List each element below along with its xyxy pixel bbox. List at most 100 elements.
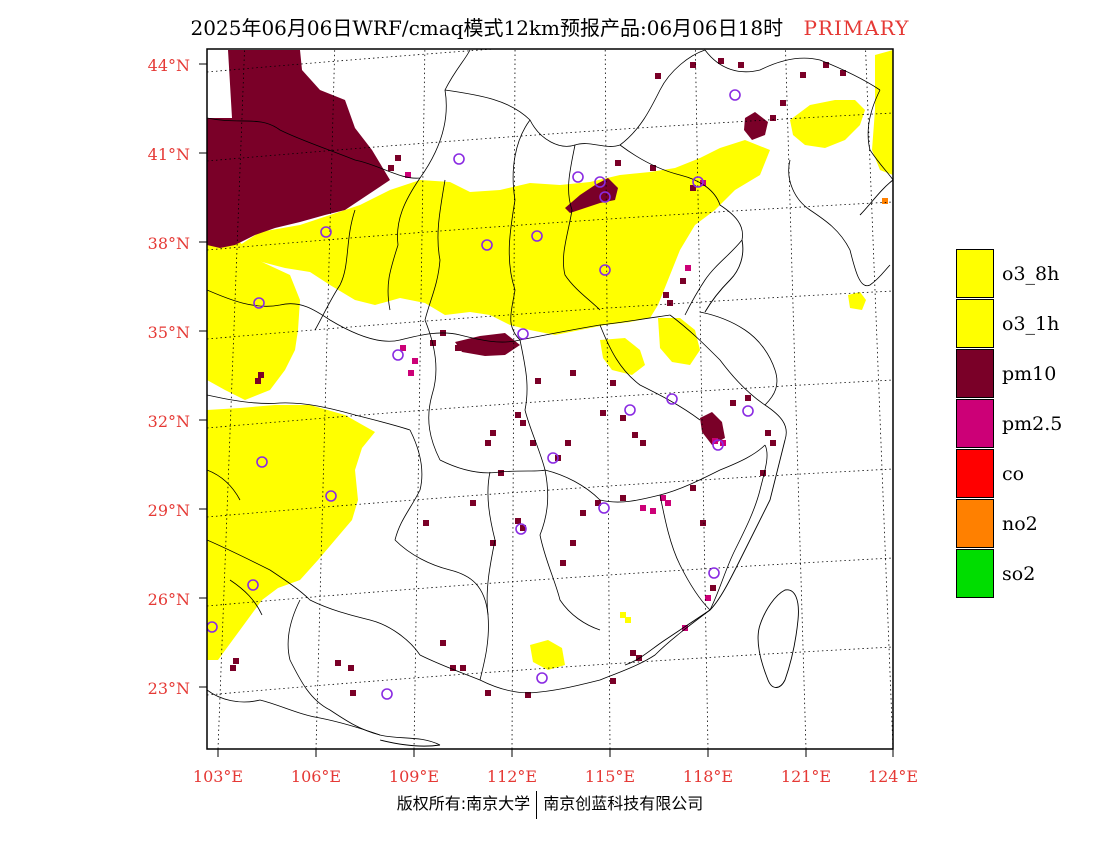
graticule-meridian xyxy=(694,49,709,749)
copyright-footer: 版权所有:南京大学 南京创蓝科技有限公司 xyxy=(0,790,1100,819)
graticule-meridian xyxy=(217,49,245,749)
exceedance-cell xyxy=(460,665,466,671)
lon-label-121: 121°E xyxy=(781,767,831,786)
exceedance-cell xyxy=(498,470,504,476)
exceedance-cell xyxy=(690,185,696,191)
graticule-parallel xyxy=(207,379,893,429)
exceedance-cell xyxy=(560,560,566,566)
legend-swatch-o3-1h xyxy=(956,299,994,348)
exceedance-cell xyxy=(255,378,261,384)
exceedance-cell xyxy=(745,395,751,401)
legend-swatch-pm25 xyxy=(956,399,994,448)
exceedance-cell xyxy=(625,617,631,623)
pm10-exceedance-regions xyxy=(207,50,768,445)
lon-label-124: 124°E xyxy=(868,767,918,786)
o3-region-henan-spot xyxy=(600,338,645,375)
exceedance-cell xyxy=(610,678,616,684)
exceedance-cell xyxy=(570,370,576,376)
exceedance-cell xyxy=(388,165,394,171)
exceedance-cell xyxy=(632,432,638,438)
city-station-marker xyxy=(392,349,404,361)
exceedance-cell xyxy=(595,500,601,506)
city-station-marker xyxy=(599,264,611,276)
exceedance-cell xyxy=(600,410,606,416)
exceedance-cell xyxy=(690,485,696,491)
exceedance-cell xyxy=(760,470,766,476)
graticule-meridian xyxy=(511,49,516,749)
legend-swatch-co xyxy=(956,449,994,498)
graticule-parallel xyxy=(207,468,893,518)
exceedance-cell xyxy=(525,692,531,698)
exceedance-cell xyxy=(430,340,436,346)
exceedance-cell xyxy=(290,510,296,516)
legend-swatch-pm10 xyxy=(956,349,994,398)
city-station-marker xyxy=(599,191,611,203)
city-station-marker xyxy=(547,452,559,464)
city-station-marker xyxy=(481,239,493,251)
exceedance-cell xyxy=(535,378,541,384)
lat-label-23: 23°N xyxy=(148,679,190,698)
exceedance-cell xyxy=(770,440,776,446)
exceedance-cell xyxy=(565,440,571,446)
lon-label-106: 106°E xyxy=(291,767,341,786)
o3-region-northeast xyxy=(790,100,865,148)
title-main: 2025年06月06日WRF/cmaq模式12km预报产品:06月06日18时 xyxy=(190,16,784,40)
exceedance-cell xyxy=(450,665,456,671)
exceedance-cell xyxy=(520,420,526,426)
legend-label-no2: no2 xyxy=(1002,513,1038,535)
exceedance-cell xyxy=(230,665,236,671)
exceedance-cell xyxy=(650,165,656,171)
exceedance-cell xyxy=(515,518,521,524)
legend-label-so2: so2 xyxy=(1002,563,1036,585)
map-title: 2025年06月06日WRF/cmaq模式12km预报产品:06月06日18时 … xyxy=(0,12,1100,41)
copyright-separator xyxy=(536,790,538,819)
legend-swatch-o3-8h xyxy=(956,249,994,298)
graticule-parallel xyxy=(207,201,893,251)
exceedance-cell xyxy=(348,665,354,671)
o3-region-north-china xyxy=(240,140,770,335)
exceedance-cell xyxy=(718,58,724,64)
exceedance-cell xyxy=(615,160,621,166)
exceedance-cell xyxy=(780,100,786,106)
exceedance-cell xyxy=(233,658,239,664)
city-station-marker xyxy=(381,688,393,700)
lat-label-29: 29°N xyxy=(148,501,190,520)
graticule-parallel xyxy=(207,112,893,162)
graticule xyxy=(207,49,893,749)
lon-label-112: 112°E xyxy=(487,767,537,786)
graticule-meridian xyxy=(413,49,426,749)
graticule-meridian xyxy=(785,49,807,749)
exceedance-cell xyxy=(765,430,771,436)
axis-ticks xyxy=(199,63,894,757)
city-station-marker xyxy=(572,171,584,183)
city-station-markers xyxy=(207,89,754,700)
city-station-marker xyxy=(729,89,741,101)
exceedance-cell xyxy=(335,660,341,666)
graticule-meridian xyxy=(604,49,611,749)
pm10-region-shaanxi xyxy=(455,333,520,356)
lon-label-115: 115°E xyxy=(585,767,635,786)
exceedance-cell xyxy=(455,345,461,351)
city-station-marker xyxy=(598,502,610,514)
exceedance-cell xyxy=(665,500,671,506)
pm10-region-hubei xyxy=(700,412,725,445)
exceedance-cell xyxy=(408,370,414,376)
lat-label-38: 38°N xyxy=(148,234,190,253)
exceedance-cell xyxy=(710,585,716,591)
exceedance-cell xyxy=(620,612,626,618)
exceedance-cell xyxy=(630,650,636,656)
exceedance-cell xyxy=(440,640,446,646)
exceedance-cell xyxy=(620,495,626,501)
graticule-parallel xyxy=(207,646,893,696)
legend-swatch-so2 xyxy=(956,549,994,598)
copyright-right: 南京创蓝科技有限公司 xyxy=(543,794,704,813)
exceedance-cell xyxy=(738,62,744,68)
city-station-marker xyxy=(207,621,218,633)
lat-label-44: 44°N xyxy=(148,56,190,75)
latitude-labels: 44°N 41°N 38°N 35°N 32°N 29°N 26°N 23°N xyxy=(148,56,190,698)
exceedance-cell xyxy=(530,440,536,446)
city-station-marker xyxy=(515,523,527,535)
exceedance-cell xyxy=(823,62,829,68)
title-pollutant-tag: PRIMARY xyxy=(803,16,910,40)
exceedance-cell xyxy=(350,690,356,696)
